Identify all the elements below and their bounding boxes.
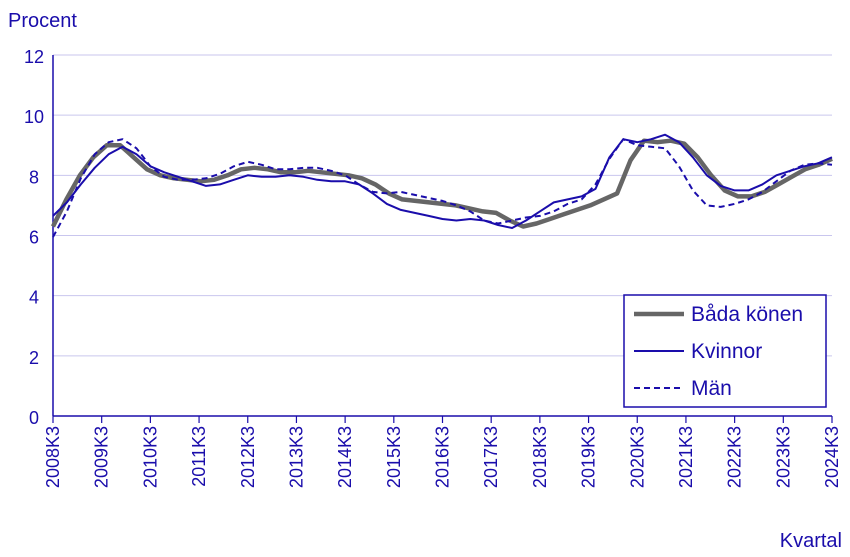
series-line-b-da-k-nen <box>50 138 833 229</box>
x-tick-label: 2024K3 <box>822 426 842 488</box>
x-axis-label: Kvartal <box>780 530 842 552</box>
legend-label: Kvinnor <box>691 340 762 363</box>
x-tick-label: 2015K3 <box>384 426 404 488</box>
legend: Båda könen Kvinnor Män <box>623 294 827 408</box>
y-tick-label: 8 <box>29 167 39 187</box>
x-tick-label: 2017K3 <box>481 426 501 488</box>
x-tick-label: 2013K3 <box>286 426 306 488</box>
x-tick-label: 2019K3 <box>579 426 599 488</box>
y-tick-label: 0 <box>29 408 39 428</box>
x-tick-label: 2018K3 <box>530 426 550 488</box>
y-tick-label: 12 <box>24 47 44 67</box>
x-tick-label: 2021K3 <box>676 426 696 488</box>
x-tick-label: 2008K3 <box>43 426 63 488</box>
x-tick-label: 2014K3 <box>335 426 355 488</box>
y-tick-label: 6 <box>29 228 39 248</box>
x-tick-label: 2020K3 <box>627 426 647 488</box>
series-line-kvinnor <box>52 133 833 229</box>
x-tick-label: 2022K3 <box>725 426 745 488</box>
x-tick-label: 2009K3 <box>92 426 112 488</box>
series-lines <box>50 133 833 238</box>
series-line-m-n <box>52 138 833 238</box>
axes: 0 2 4 6 8 10 12 2008K3 2009K3 2010K3 2011K3 2012K3 2… <box>24 47 842 488</box>
x-tick-label: 2011K3 <box>189 426 209 487</box>
y-tick-label: 10 <box>24 107 44 127</box>
legend-label: Båda könen <box>691 303 803 326</box>
x-tick-label: 2010K3 <box>140 426 160 488</box>
x-tick-label: 2023K3 <box>773 426 793 488</box>
x-tick-label: 2012K3 <box>238 426 258 488</box>
y-tick-label: 2 <box>29 348 39 368</box>
y-axis-label: Procent <box>8 10 77 32</box>
x-tick-label: 2016K3 <box>433 426 453 488</box>
y-tick-label: 4 <box>29 288 39 308</box>
legend-label: Män <box>691 377 732 400</box>
